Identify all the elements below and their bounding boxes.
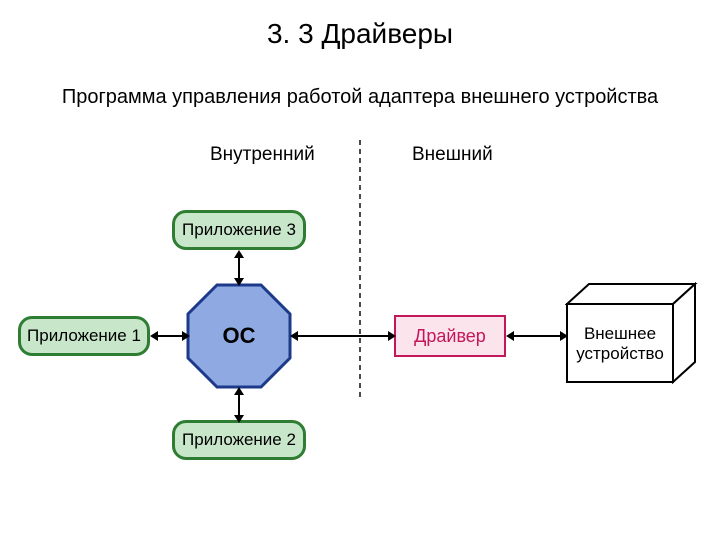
node-app2-label: Приложение 2 [182, 430, 296, 450]
node-driver-label: Драйвер [414, 326, 486, 347]
divider-line [359, 140, 361, 400]
edge-driver-device [506, 329, 568, 343]
node-os-label: ОС [223, 323, 256, 349]
node-os: ОС [186, 283, 292, 389]
edge-os-app2 [232, 387, 246, 423]
edge-app1-os [150, 329, 190, 343]
node-app2: Приложение 2 [172, 420, 306, 460]
node-app3-label: Приложение 3 [182, 220, 296, 240]
page-title: 3. 3 Драйверы [0, 18, 720, 50]
label-internal: Внутренний [210, 144, 315, 166]
edge-app3-os [232, 250, 246, 286]
page-subtitle: Программа управления работой адаптера вн… [0, 86, 720, 109]
node-device-label: Внешнее устройство [565, 324, 675, 365]
node-app1-label: Приложение 1 [27, 326, 141, 346]
node-device: Внешнее устройство [565, 282, 705, 392]
label-external: Внешний [412, 144, 493, 166]
node-app1: Приложение 1 [18, 316, 150, 356]
edge-os-driver [290, 329, 396, 343]
node-app3: Приложение 3 [172, 210, 306, 250]
node-driver: Драйвер [394, 315, 506, 357]
